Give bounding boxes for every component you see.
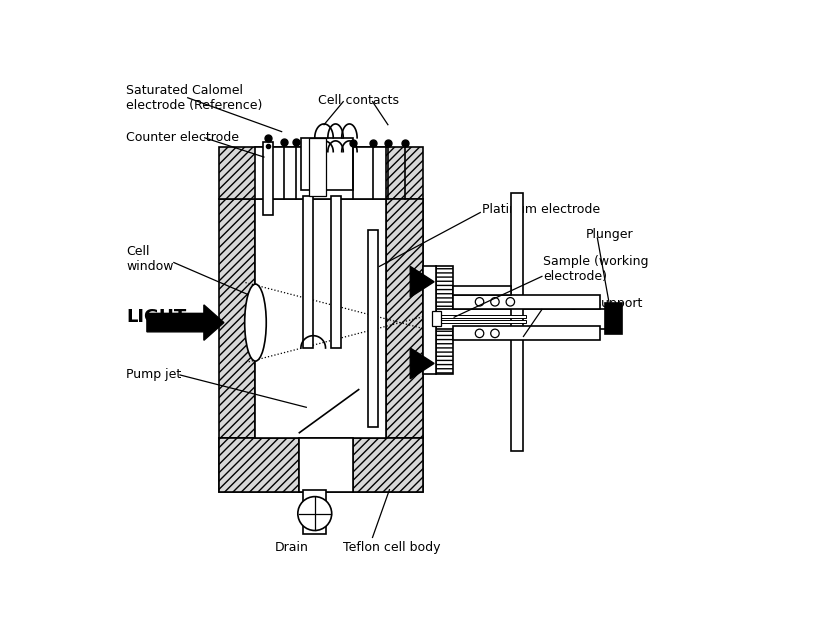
Circle shape bbox=[475, 298, 483, 306]
Bar bbox=[263, 142, 273, 215]
Bar bbox=[218, 438, 422, 492]
Polygon shape bbox=[410, 267, 433, 297]
Text: Sample (working
electrode): Sample (working electrode) bbox=[543, 255, 648, 283]
Bar bbox=[604, 304, 622, 334]
Bar bbox=[303, 490, 326, 534]
Circle shape bbox=[490, 329, 499, 338]
Bar bbox=[368, 231, 378, 427]
Text: Pump jet: Pump jet bbox=[126, 368, 181, 382]
Bar bbox=[256, 199, 385, 438]
Bar bbox=[301, 138, 353, 190]
Bar bbox=[218, 147, 422, 199]
Bar bbox=[453, 286, 510, 295]
Text: Counter electrode: Counter electrode bbox=[126, 131, 239, 144]
Bar bbox=[308, 138, 325, 196]
Circle shape bbox=[297, 497, 332, 530]
Bar bbox=[422, 267, 436, 374]
Polygon shape bbox=[410, 348, 433, 379]
Bar bbox=[453, 295, 599, 309]
FancyArrow shape bbox=[147, 305, 224, 340]
Ellipse shape bbox=[244, 284, 266, 361]
Bar bbox=[353, 438, 422, 492]
Bar bbox=[331, 196, 341, 348]
Text: Plunger support: Plunger support bbox=[543, 297, 642, 310]
Text: Platinum electrode: Platinum electrode bbox=[482, 203, 600, 216]
Text: Cell contacts: Cell contacts bbox=[318, 94, 399, 107]
Text: Plunger: Plunger bbox=[585, 227, 632, 241]
Circle shape bbox=[490, 298, 499, 306]
Bar bbox=[432, 311, 441, 326]
Bar bbox=[436, 267, 453, 374]
Bar bbox=[299, 438, 353, 492]
Bar bbox=[218, 199, 256, 438]
Text: Cell
window: Cell window bbox=[126, 244, 174, 272]
Bar bbox=[510, 193, 523, 451]
Bar bbox=[303, 196, 313, 348]
Circle shape bbox=[505, 298, 514, 306]
Text: Drain: Drain bbox=[274, 540, 308, 554]
Bar bbox=[218, 438, 299, 492]
Text: Saturated Calomel
electrode (Reference): Saturated Calomel electrode (Reference) bbox=[126, 84, 262, 112]
Bar bbox=[437, 315, 525, 318]
Bar bbox=[453, 326, 599, 340]
Bar bbox=[437, 319, 525, 323]
Bar bbox=[385, 199, 422, 438]
Text: Teflon cell body: Teflon cell body bbox=[343, 540, 441, 554]
Text: LIGHT: LIGHT bbox=[126, 308, 186, 326]
Bar bbox=[385, 199, 422, 438]
Bar bbox=[435, 309, 609, 329]
Bar bbox=[256, 147, 385, 199]
Circle shape bbox=[475, 329, 483, 338]
